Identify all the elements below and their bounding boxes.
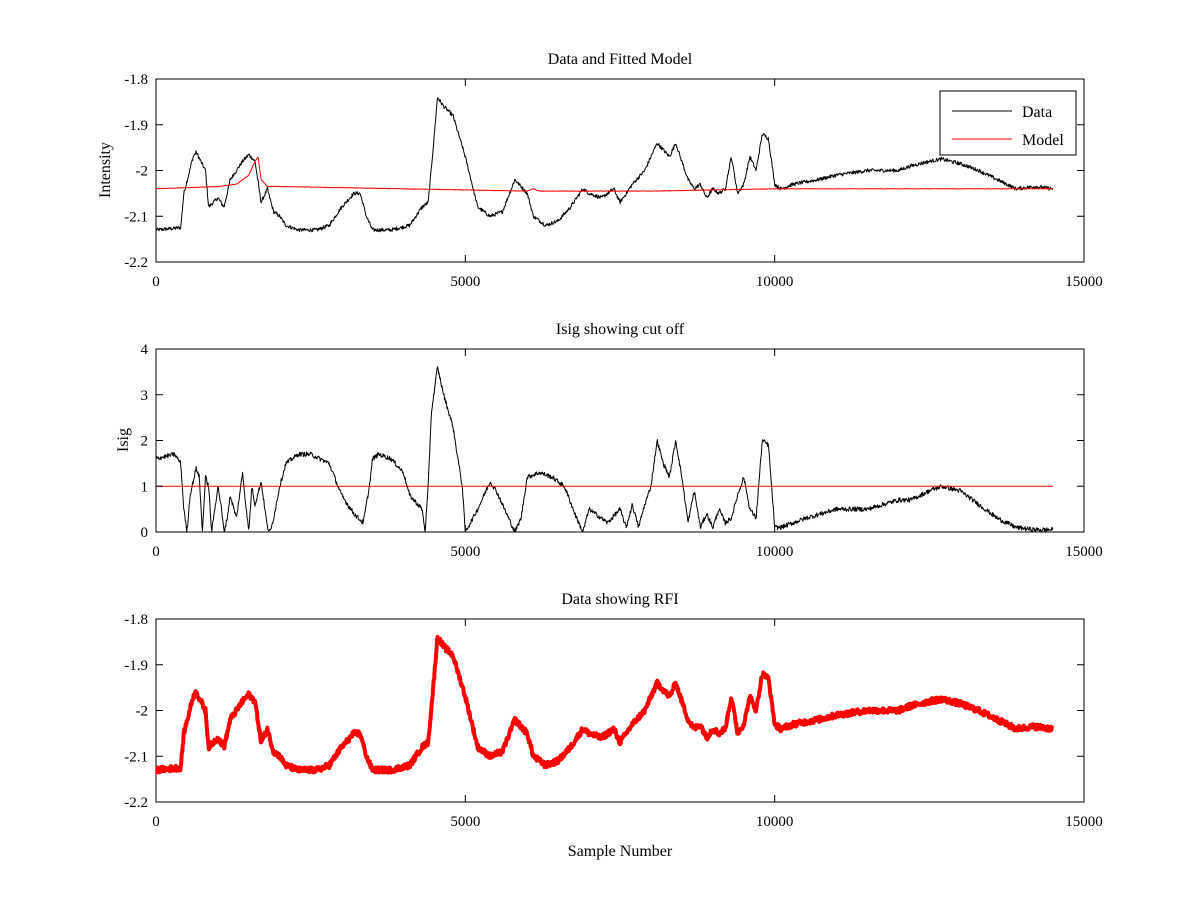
y-tick-label: -2.1 xyxy=(124,209,148,225)
x-tick-label: 10000 xyxy=(756,544,794,560)
x-tick-label: 0 xyxy=(152,544,160,560)
chart-title-1: Data and Fitted Model xyxy=(548,51,693,68)
series-line-black xyxy=(156,366,1054,532)
plot-area-2: 0 5000 10000 15000 4 3 2 1 0 xyxy=(141,342,1103,560)
x-tick-label: 10000 xyxy=(756,274,794,290)
axes-box xyxy=(155,618,1085,803)
y-tick-label: 4 xyxy=(141,342,149,358)
series-group xyxy=(156,97,1054,233)
y-tick-label: 2 xyxy=(141,434,149,450)
y-tick-label: -1.8 xyxy=(124,72,148,88)
y-tick-label: -2.2 xyxy=(124,795,148,811)
y-tick-label: -2.1 xyxy=(124,749,148,765)
y-tick-label: -2 xyxy=(136,704,149,720)
plot-area-1: 0 5000 10000 15000 -1.8 -1.9 -2 -2.1 -2.2 Data Mod… xyxy=(124,72,1103,290)
x-tick-label: 10000 xyxy=(756,814,794,830)
x-axis-label-3: Sample Number xyxy=(568,843,673,860)
series-group xyxy=(156,634,1055,775)
plot-area-3: 0 5000 10000 15000 -1.8 -1.9 -2 -2.1 -2.2 xyxy=(124,612,1103,830)
axes-box xyxy=(155,78,1085,263)
x-tick-label: 0 xyxy=(152,274,160,290)
x-tick-label: 5000 xyxy=(450,274,480,290)
y-axis-label-2: Isig xyxy=(115,428,132,452)
legend-box xyxy=(939,90,1077,156)
y-tick-label: -1.8 xyxy=(124,612,148,628)
legend-label-data: Data xyxy=(1022,104,1052,121)
legend: Data Model xyxy=(939,90,1077,156)
x-tick-label: 15000 xyxy=(1065,274,1103,290)
chart-title-2: Isig showing cut off xyxy=(556,321,685,338)
chart-panel-2: Isig showing cut off Isig 0 5000 10000 1500… xyxy=(115,321,1103,560)
series-line-model xyxy=(156,156,1053,192)
chart-panel-1: Data and Fitted Model Intensity 0 5000 100… xyxy=(97,51,1103,290)
x-tick-label: 5000 xyxy=(450,814,480,830)
y-axis-label-1: Intensity xyxy=(97,142,114,198)
y-tick-label: -1.9 xyxy=(124,658,148,674)
series-line-data xyxy=(156,97,1054,233)
y-tick-label: 3 xyxy=(141,388,149,404)
legend-label-model: Model xyxy=(1022,132,1064,149)
y-tick-label: -2.2 xyxy=(124,255,148,271)
axes-box xyxy=(155,348,1085,533)
y-tick-label: 1 xyxy=(141,479,149,495)
x-tick-label: 15000 xyxy=(1065,814,1103,830)
series-group xyxy=(156,366,1054,532)
y-tick-label: -2 xyxy=(136,164,149,180)
y-tick-label: -1.9 xyxy=(124,118,148,134)
x-tick-label: 0 xyxy=(152,814,160,830)
chart-panel-3: Data showing RFI Sample Number 0 5000 1000… xyxy=(124,591,1103,860)
series-line-red xyxy=(156,634,1055,775)
x-tick-label: 5000 xyxy=(450,544,480,560)
chart-title-3: Data showing RFI xyxy=(561,591,678,608)
x-tick-label: 15000 xyxy=(1065,544,1103,560)
y-tick-label: 0 xyxy=(141,525,149,541)
